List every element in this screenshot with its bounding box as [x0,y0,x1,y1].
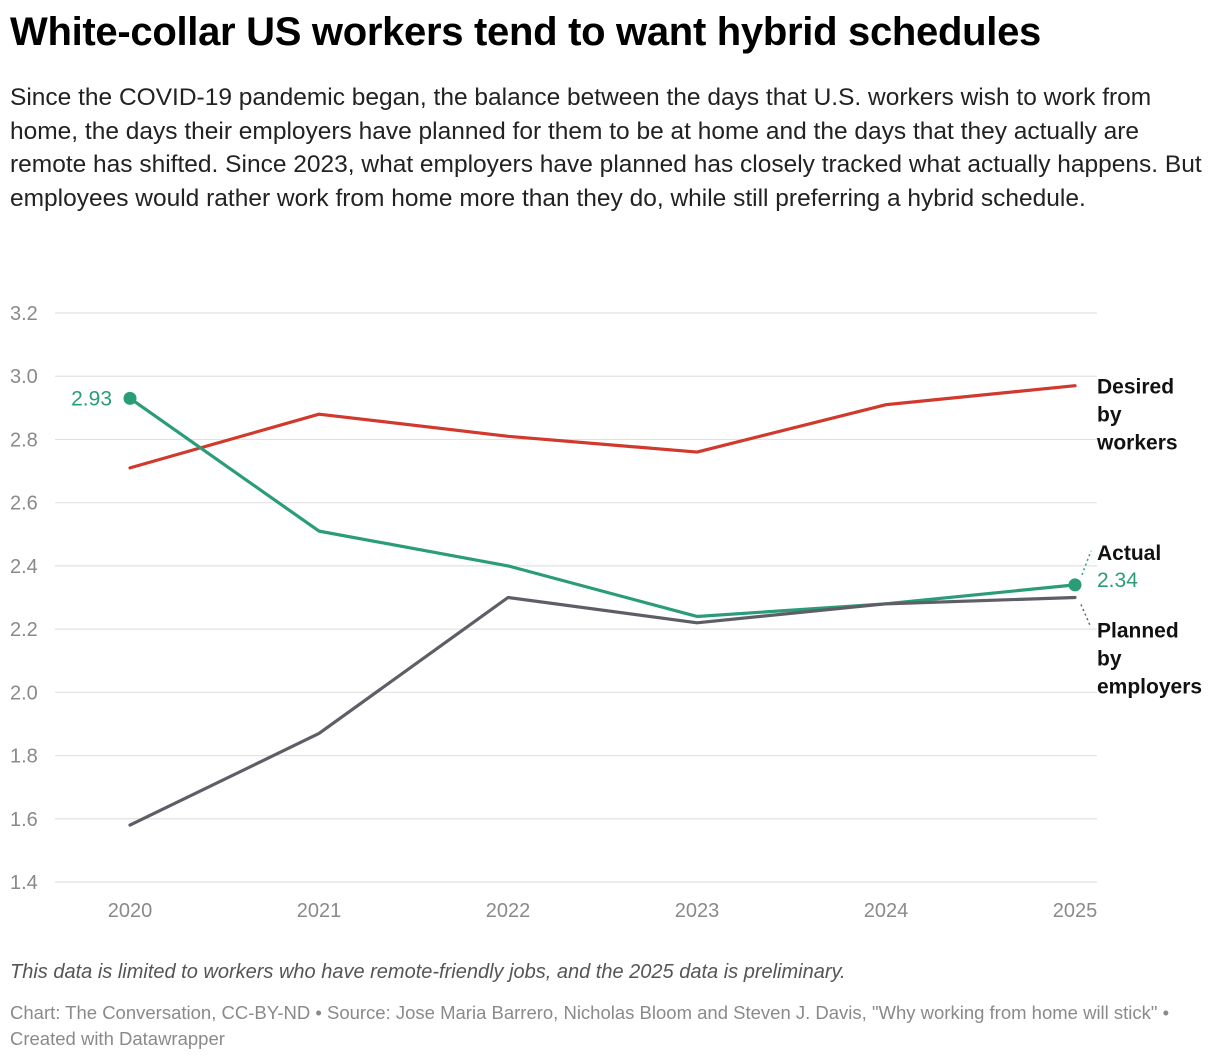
y-tick-label: 1.6 [10,809,38,831]
series-line-actual [128,396,1077,619]
y-tick-label: 2.2 [10,619,38,641]
y-tick-label: 2.8 [10,429,38,451]
y-tick-label: 2.0 [10,682,38,704]
y-tick-label: 3.0 [10,366,38,388]
actual-end-point [1068,578,1082,592]
series-label-desired: Desired by workers [1096,376,1178,455]
series-label-actual: Actual [1097,542,1161,565]
x-tick-label: 2020 [108,900,153,922]
x-tick-label: 2025 [1053,900,1098,922]
series-line-planned-by-employers [128,595,1077,827]
actual-start-value-label: 2.93 [71,387,112,410]
chart-title: White-collar US workers tend to want hyb… [10,10,1041,54]
chart-footnote: This data is limited to workers who have… [10,961,846,983]
chart-credits: Chart: The Conversation, CC-BY-ND • Sour… [10,1002,1170,1049]
x-tick-label: 2021 [297,900,342,922]
series-line-desired-by-workers [128,384,1077,470]
actual-start-point [123,391,137,405]
y-tick-label: 2.4 [10,556,38,578]
x-tick-label: 2024 [864,900,909,922]
actual-leader-line [1081,550,1092,576]
actual-end-value-label: 2.34 [1097,569,1138,592]
y-tick-label: 1.8 [10,746,38,768]
line-chart: 1.4 1.6 1.8 2.0 2.2 2.4 2.6 2.8 3.0 3.2 2020 2021 20… [10,303,1202,922]
planned-leader-line [1080,604,1092,628]
y-tick-label: 3.2 [10,303,38,325]
x-tick-label: 2022 [486,900,531,922]
x-tick-label: 2023 [675,900,720,922]
y-tick-label: 1.4 [10,872,38,894]
y-tick-label: 2.6 [10,493,38,515]
chart-subtitle: Since the COVID-19 pandemic began, the b… [10,84,1202,212]
series-label-planned: Planned by employers [1097,620,1202,699]
